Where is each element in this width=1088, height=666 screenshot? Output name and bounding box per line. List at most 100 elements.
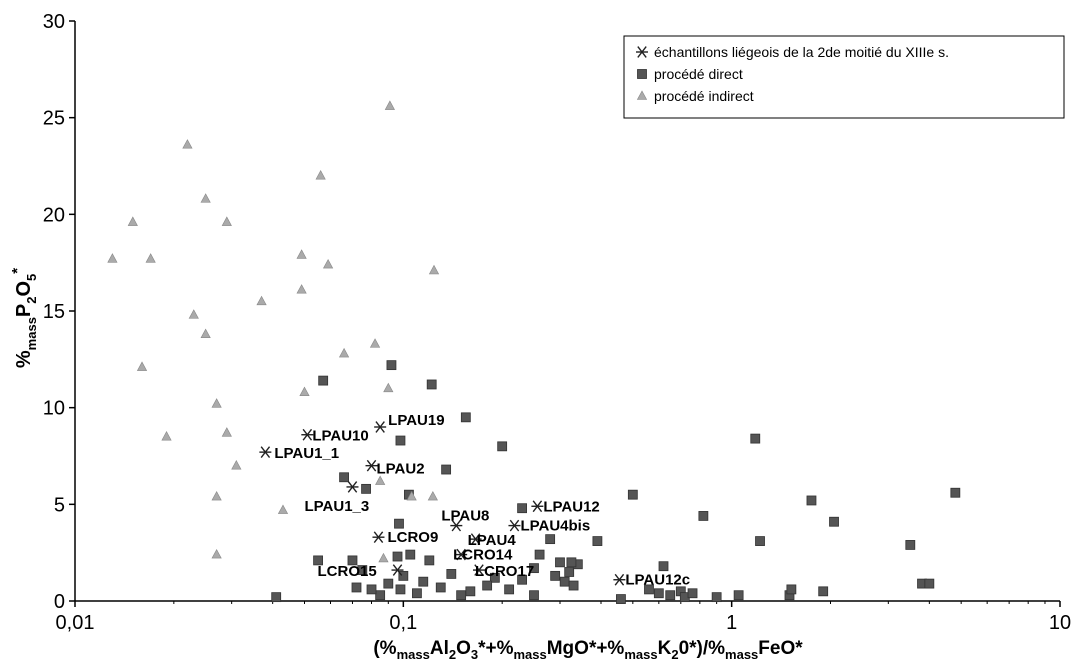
data-point (427, 490, 438, 501)
y-ticks: 0 5 10 15 20 25 30 (43, 11, 75, 613)
series-indirect (107, 100, 440, 563)
data-point (182, 139, 193, 149)
point-label: LPAU1_3 (304, 498, 369, 515)
data-point (365, 459, 378, 472)
data-point (545, 534, 556, 545)
data-point (339, 472, 349, 483)
data-point (529, 563, 539, 574)
data-point (428, 264, 440, 275)
point-label: LCRO17 (475, 563, 534, 580)
data-point (559, 576, 570, 587)
data-point (200, 328, 211, 339)
data-point (315, 170, 326, 180)
data-point (107, 253, 118, 263)
data-point (136, 361, 148, 371)
legend-box (623, 35, 1065, 119)
legend-label: procédé indirect (654, 88, 754, 104)
data-point (392, 551, 403, 562)
data-point (296, 284, 307, 294)
data-point (711, 592, 722, 603)
data-point (465, 586, 476, 597)
y-tick-label: 5 (54, 494, 65, 516)
data-point (351, 582, 362, 593)
data-point (489, 572, 500, 583)
data-point (534, 549, 545, 560)
data-point (231, 460, 242, 470)
y-axis-title: %massP2O5* (9, 268, 39, 368)
x-axis-title: (%massAl2O3*+%massMgO*+%massK20*)/%massF… (373, 638, 803, 662)
data-point (301, 428, 314, 441)
data-point (566, 557, 577, 568)
series-direct (271, 360, 961, 604)
data-point (418, 576, 429, 587)
data-point (338, 347, 350, 358)
data-point (271, 592, 282, 603)
point-label: LPAU19 (388, 412, 444, 429)
y-tick-label: 15 (43, 301, 65, 323)
data-point (460, 412, 471, 423)
data-point (441, 464, 452, 475)
point-label: LPAU8 (441, 508, 489, 525)
data-point (211, 548, 222, 559)
data-point (369, 338, 381, 348)
legend: échantillons liégeois de la 2de moitié d… (623, 35, 1065, 119)
data-point (517, 574, 528, 585)
data-point (375, 475, 386, 485)
data-point (450, 519, 463, 532)
data-point (568, 580, 579, 591)
data-point (531, 500, 544, 513)
data-point (188, 309, 199, 319)
data-point (424, 555, 435, 566)
data-point (687, 588, 698, 599)
legend-label: échantillons liégeois de la 2de moitié d… (654, 44, 949, 60)
data-point (383, 382, 394, 393)
data-point (383, 578, 394, 589)
data-point (469, 533, 482, 545)
data-point (658, 561, 669, 572)
data-point (456, 590, 467, 601)
data-point (613, 573, 626, 586)
data-point (145, 253, 156, 263)
data-point (529, 590, 539, 601)
y-tick-label: 0 (54, 591, 65, 613)
data-point (211, 490, 222, 501)
y-tick-label: 30 (43, 11, 65, 33)
data-point (221, 427, 232, 437)
data-point (829, 516, 839, 527)
data-point (361, 483, 371, 494)
x-ticks: 0,01 0,1 1 10 (56, 601, 1071, 634)
data-point (395, 435, 406, 446)
point-label: LPAU4bis (520, 518, 590, 535)
data-point (555, 557, 565, 568)
data-point (504, 584, 515, 595)
data-point (426, 379, 437, 390)
data-point (644, 584, 654, 595)
data-point (806, 495, 817, 506)
legend-label: procédé direct (654, 66, 743, 82)
data-point (277, 504, 289, 514)
data-point (322, 258, 334, 269)
y-tick-label: 25 (43, 108, 65, 130)
data-point (950, 487, 961, 498)
data-point (750, 433, 761, 444)
data-point (347, 555, 358, 566)
x-tick-label: 10 (1049, 612, 1071, 634)
data-point (653, 588, 664, 599)
x-tick-label: 1 (726, 612, 737, 634)
data-point (357, 565, 368, 575)
data-point (259, 446, 272, 458)
data-point (391, 564, 404, 576)
data-point (905, 540, 916, 550)
data-point (313, 555, 323, 566)
data-point (636, 46, 648, 58)
data-point (372, 531, 385, 544)
point-label: LCRO15 (318, 563, 377, 580)
data-point (221, 216, 232, 226)
data-point (394, 518, 404, 529)
data-point (318, 375, 329, 386)
data-point (161, 431, 172, 441)
data-point (346, 481, 359, 493)
y-tick-label: 20 (43, 204, 65, 226)
